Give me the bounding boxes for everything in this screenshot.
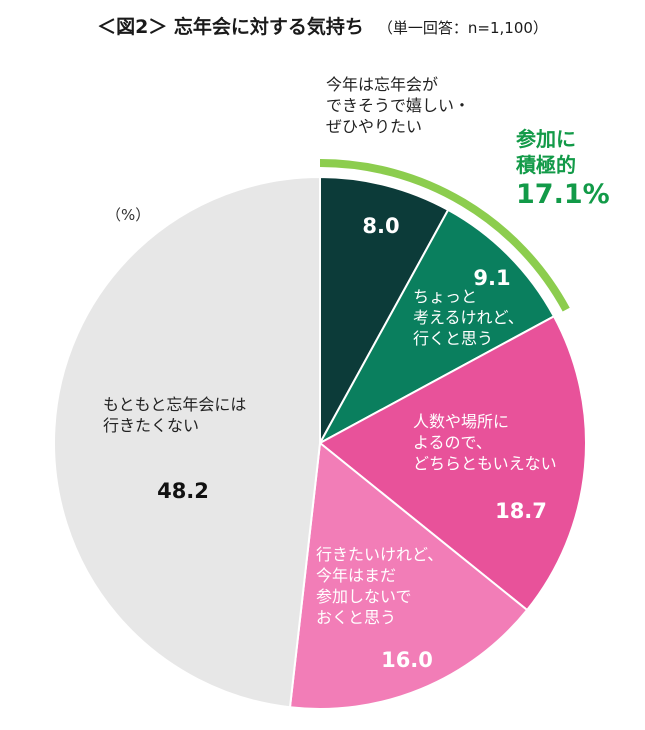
- chart-title-main: ＜図2＞ 忘年会に対する気持ち: [97, 16, 364, 38]
- chart-title-sub: （単一回答：n=1,100）: [377, 19, 548, 37]
- slice-value-4: 16.0: [381, 648, 433, 672]
- pie-slice-3: [318, 314, 587, 612]
- slice-value-2: 9.1: [473, 266, 510, 290]
- slice-value-5: 48.2: [157, 479, 209, 503]
- slice-label-1: 今年は忘年会ができそうで嬉しい・ぜひやりたい: [326, 75, 470, 136]
- pie-slice-4: [288, 441, 529, 710]
- pie-slice-1: [319, 175, 450, 444]
- active-participation-callout: 参加に 積極的 17.1%: [516, 126, 610, 212]
- callout-line-2: 積極的: [516, 153, 576, 177]
- callout-value: 17.1%: [516, 179, 610, 210]
- active-participation-bracket: [319, 159, 570, 312]
- slice-label-5: もともと忘年会には行きたくない: [103, 395, 246, 435]
- chart-title: ＜図2＞ 忘年会に対する気持ち （単一回答：n=1,100）: [0, 12, 645, 39]
- slice-value-1: 8.0: [362, 214, 399, 238]
- pie-slice-2: [317, 208, 556, 446]
- slice-label-3: 人数や場所によるので、どちらともいえない: [413, 412, 557, 473]
- callout-line-1: 参加に: [516, 127, 576, 151]
- slice-label-2: ちょっと考えるけれど、行くと思う: [413, 287, 524, 348]
- unit-label: （%）: [106, 206, 151, 224]
- pie-slice-5: [53, 175, 321, 709]
- slice-label-4: 行きたいけれど、今年はまだ参加しないでおくと思う: [316, 545, 443, 627]
- slice-value-3: 18.7: [495, 499, 547, 523]
